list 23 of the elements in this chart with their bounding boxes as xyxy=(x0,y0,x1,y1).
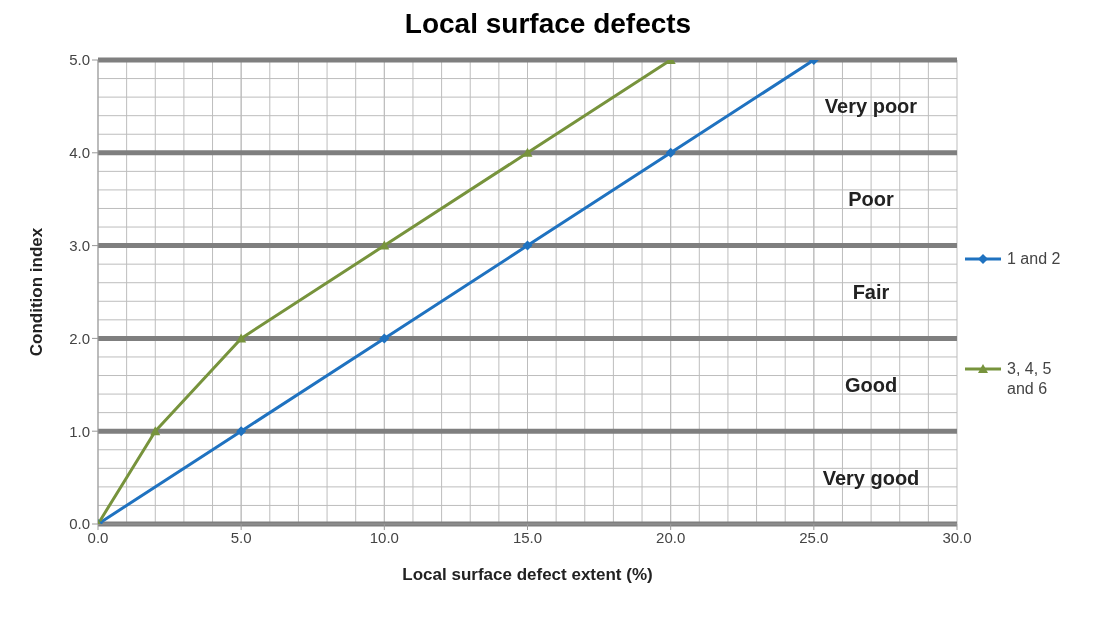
y-tick-label: 2.0 xyxy=(69,329,90,347)
annotation: Very poor xyxy=(823,94,919,120)
x-tick-label: 20.0 xyxy=(656,528,686,546)
y-tick-label: 0.0 xyxy=(69,515,90,533)
y-tick-label: 4.0 xyxy=(69,144,90,162)
annotation: Poor xyxy=(847,187,895,213)
x-tick-label: 15.0 xyxy=(512,528,543,546)
legend-label: 1 and 2 xyxy=(1007,249,1061,269)
y-tick-label: 5.0 xyxy=(69,51,90,69)
y-tick-label: 1.0 xyxy=(69,422,90,440)
chart-title: Local surface defects xyxy=(403,8,693,40)
y-axis-title: Condition index xyxy=(27,227,47,357)
annotation: Very good xyxy=(821,465,921,491)
x-tick-label: 10.0 xyxy=(369,528,399,546)
y-tick-label: 3.0 xyxy=(69,236,90,254)
x-tick-label: 5.0 xyxy=(230,528,252,546)
x-tick-label: 25.0 xyxy=(799,528,829,546)
x-axis-title: Local surface defect extent (%) xyxy=(402,565,653,584)
x-tick-label: 30.0 xyxy=(942,528,972,546)
x-tick-label: 0.0 xyxy=(87,528,109,546)
legend-label: 3, 4, 5 and 6 xyxy=(1007,359,1053,399)
annotation: Good xyxy=(843,372,899,398)
annotation: Fair xyxy=(851,280,891,305)
